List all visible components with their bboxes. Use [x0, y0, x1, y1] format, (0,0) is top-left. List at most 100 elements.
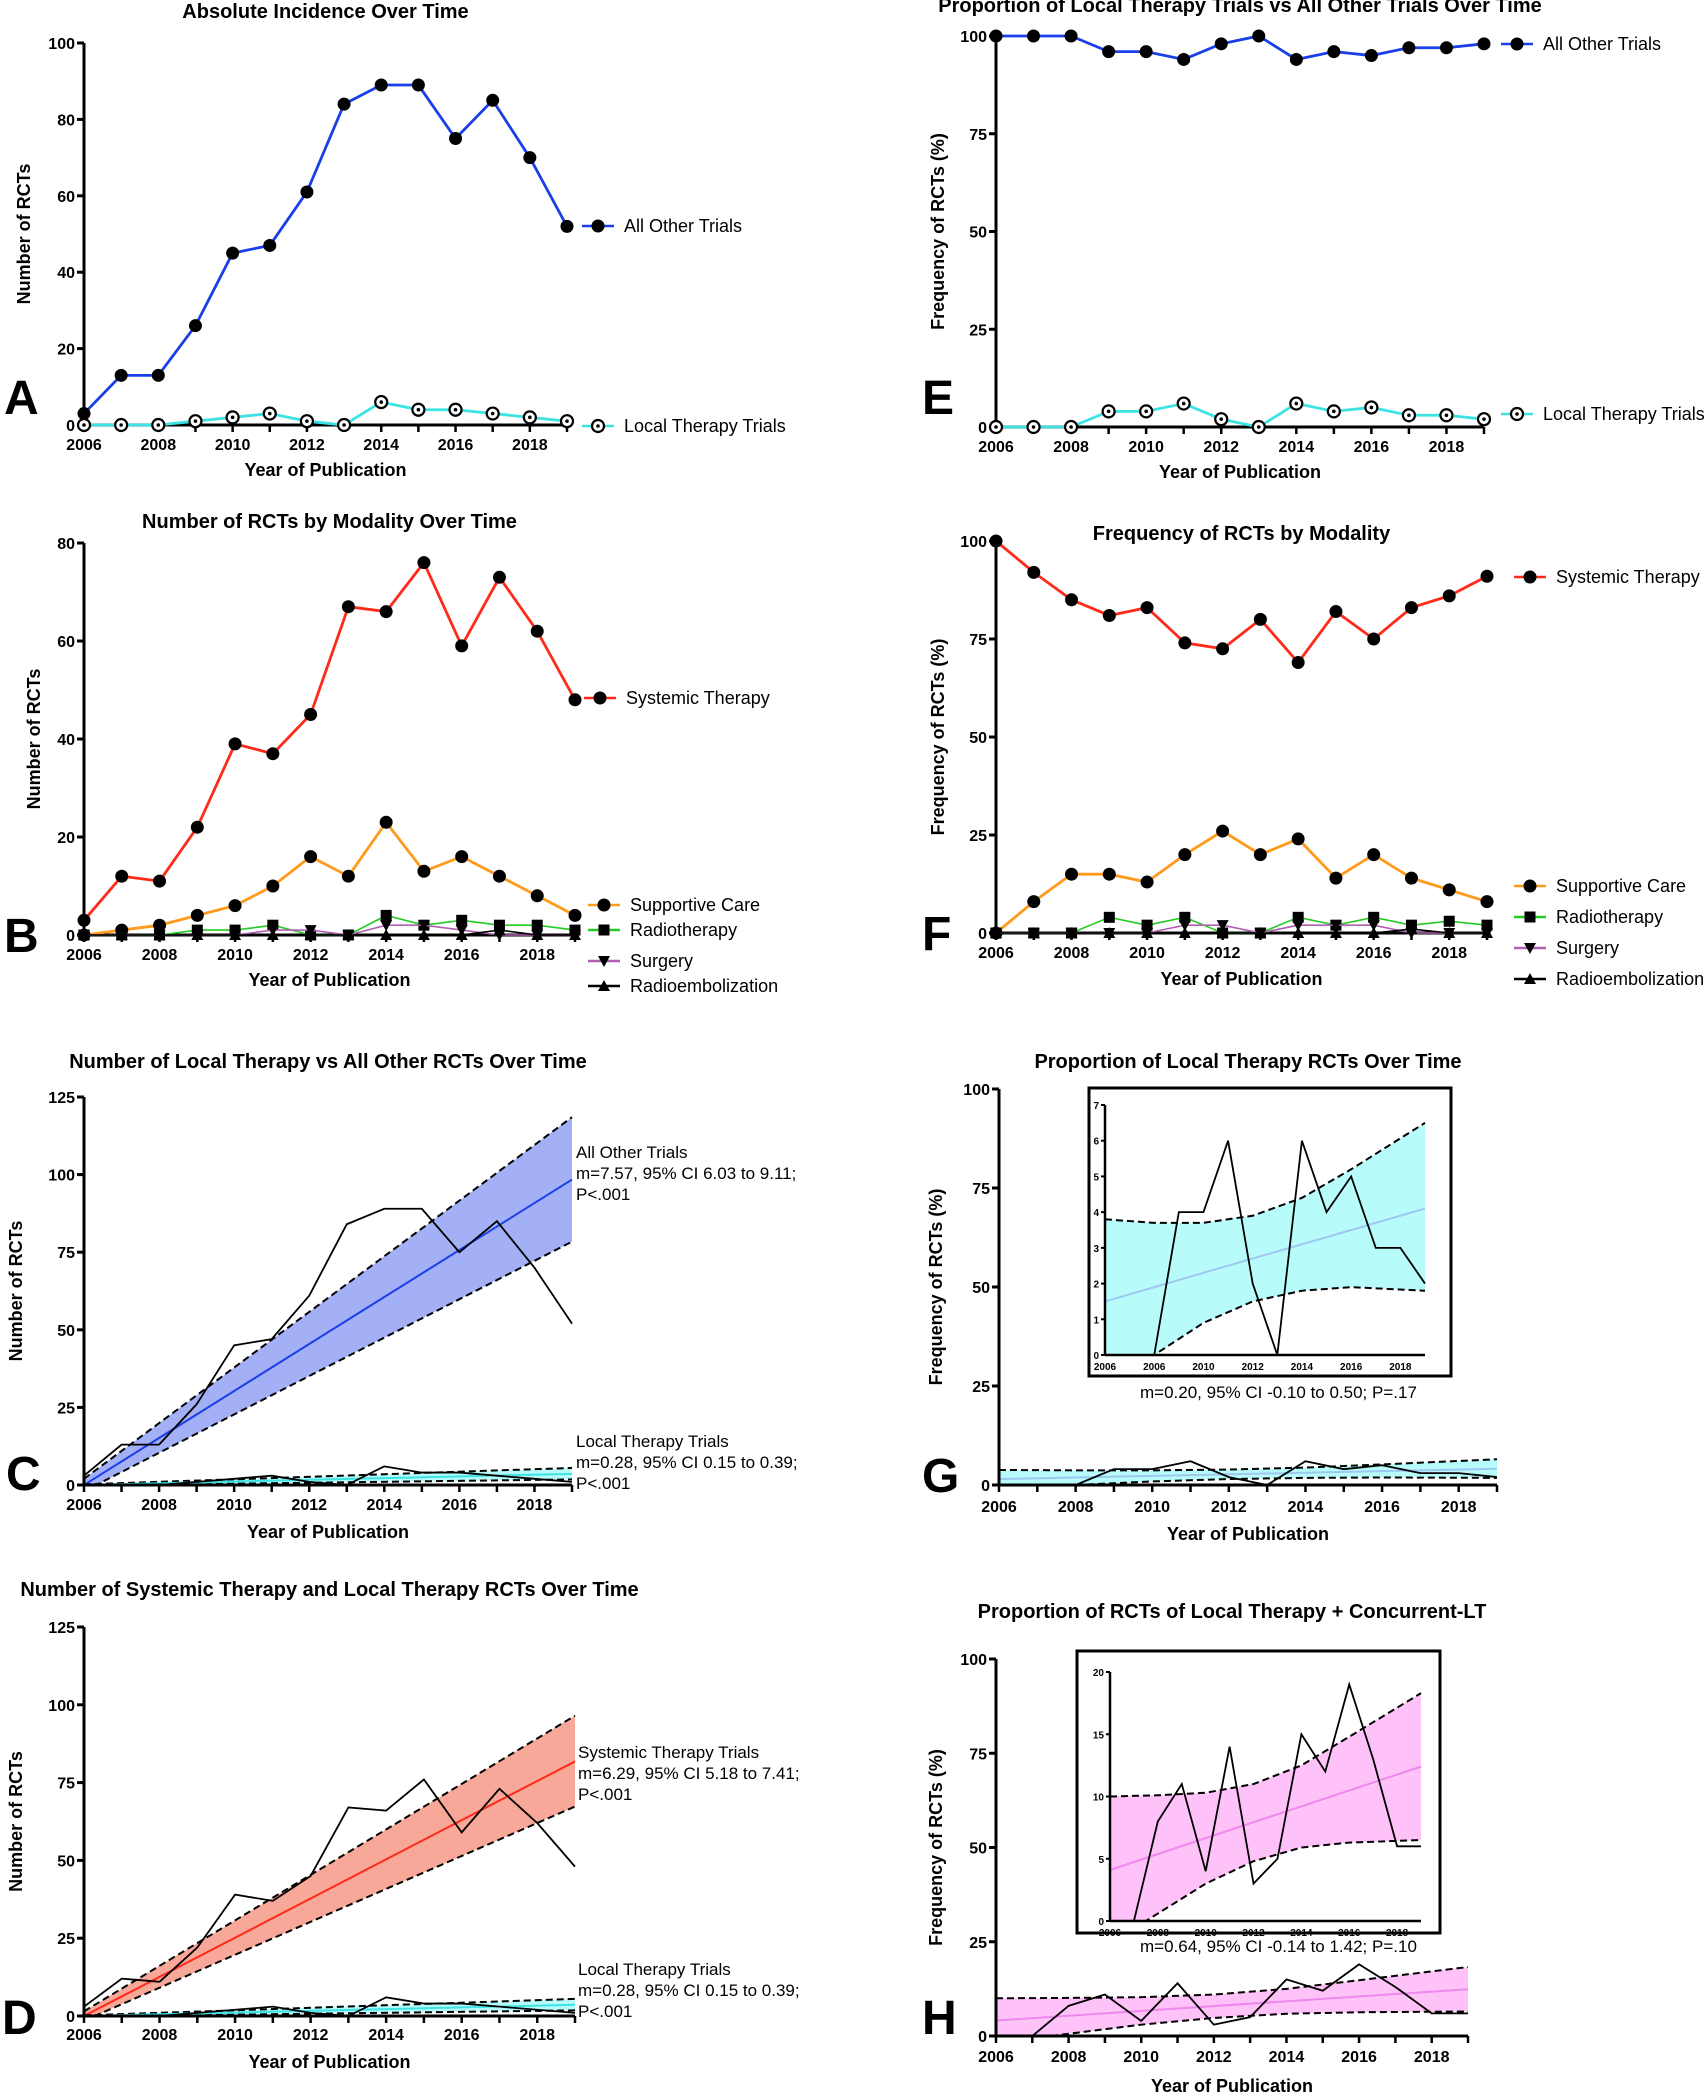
- fit-annotation: Local Therapy Trials: [576, 1432, 729, 1451]
- series-line: [84, 1465, 573, 1486]
- data-point: [266, 879, 280, 893]
- series-line-1: [84, 1465, 573, 1486]
- fit-annotation: m=6.29, 95% CI 5.18 to 7.41;: [578, 1764, 800, 1783]
- fit-annotation: P<.001: [578, 1785, 632, 1804]
- data-point: [1443, 927, 1456, 938]
- series-line: [996, 928, 1487, 934]
- fit-annotation: All Other Trials: [576, 1143, 687, 1162]
- data-point: [1064, 29, 1078, 43]
- inset-x-tick-label: 2012: [1242, 1362, 1265, 1373]
- x-tick-label: 2008: [1058, 1499, 1094, 1516]
- legend-marker: [1523, 879, 1537, 893]
- confidence-band: [84, 1117, 572, 1485]
- fit-annotation: m=0.28, 95% CI 0.15 to 0.39;: [576, 1453, 798, 1472]
- data-point: [1291, 656, 1305, 670]
- legend-label: Local Therapy Trials: [624, 416, 786, 436]
- panel-b: Number of RCTs by Modality Over Time B Yea…: [4, 511, 778, 996]
- data-point: [262, 406, 277, 421]
- x-tick-label: 2010: [1123, 2049, 1159, 2066]
- x-tick-label: 2006: [66, 2027, 102, 2044]
- x-tick-label: 2012: [1203, 439, 1239, 456]
- y-tick-label: 50: [972, 1280, 990, 1297]
- data-point: [417, 920, 430, 932]
- data-point: [560, 219, 574, 233]
- y-axis-label: Number of RCTs: [6, 1221, 26, 1362]
- y-tick-label: 100: [960, 1652, 987, 1669]
- data-point: [1216, 824, 1230, 838]
- x-tick-label: 2016: [442, 1497, 478, 1514]
- data-point: [1252, 29, 1266, 43]
- data-point: [1289, 396, 1304, 411]
- data-point: [380, 909, 392, 921]
- regression-line: [996, 1988, 1469, 2022]
- y-tick-label: 60: [57, 189, 75, 206]
- x-tick-label: 2016: [438, 437, 474, 454]
- data-point: [1329, 871, 1343, 885]
- x-tick-label: 2012: [1211, 1499, 1247, 1516]
- y-tick-label: 25: [969, 828, 987, 845]
- series-line: [84, 929, 575, 936]
- inset-x-tick-label: 2012: [1242, 1928, 1265, 1939]
- x-tick-label: 2014: [368, 947, 404, 964]
- inset-y-tick-label: 5: [1098, 1855, 1104, 1866]
- inset-x-tick-label: 2018: [1386, 1928, 1409, 1939]
- data-point: [77, 913, 91, 927]
- data-point: [568, 693, 582, 707]
- y-tick-label: 20: [57, 342, 75, 359]
- series-line: [996, 1963, 1468, 2037]
- data-point: [530, 624, 544, 638]
- x-tick-label: 2014: [367, 1497, 403, 1514]
- x-tick-label: 2018: [512, 437, 548, 454]
- data-point: [1289, 52, 1303, 66]
- lower-ci-line: [93, 1240, 573, 1485]
- upper-ci-line: [84, 1714, 576, 2013]
- y-tick-label: 25: [969, 322, 987, 339]
- panel-f: Frequency of RCTs by Modality F Year of Pu…: [922, 523, 1704, 989]
- data-point: [1480, 569, 1494, 583]
- y-tick-label: 75: [969, 127, 987, 144]
- panel-h: Proportion of RCTs of Local Therapy + Co…: [922, 1601, 1486, 2096]
- x-axis-label: Year of Publication: [1167, 1524, 1329, 1544]
- y-tick-label: 50: [969, 225, 987, 242]
- data-point: [1402, 41, 1416, 55]
- data-point: [76, 417, 92, 433]
- fits: [84, 1116, 573, 1485]
- x-tick-label: 2006: [66, 437, 102, 454]
- x-tick-label: 2016: [1341, 2049, 1377, 2066]
- data-point: [568, 908, 582, 922]
- data-point: [115, 869, 129, 883]
- data-point: [380, 929, 393, 940]
- legend-label: All Other Trials: [1543, 34, 1661, 54]
- series-systemic-therapy: Systemic Therapy: [989, 534, 1700, 670]
- data-point: [1102, 867, 1116, 881]
- series-line: [995, 539, 1488, 665]
- y-tick-label: 0: [978, 420, 987, 437]
- y-tick-label: 100: [48, 1698, 75, 1715]
- y-tick-label: 0: [66, 1478, 75, 1495]
- data-point: [1442, 883, 1456, 897]
- data-point: [342, 929, 355, 940]
- legend-marker: [593, 691, 607, 705]
- x-tick-label: 2018: [1441, 1499, 1477, 1516]
- data-point: [1216, 927, 1229, 938]
- series-radioembolization: Radioembolization: [990, 923, 1704, 989]
- y-tick-label: 100: [48, 36, 75, 53]
- x-tick-label: 2016: [444, 947, 480, 964]
- legend-marker: [591, 219, 605, 233]
- panel-d: Number of Systemic Therapy and Local The…: [2, 1579, 800, 2072]
- x-tick-label: 2008: [1054, 945, 1090, 962]
- y-tick-label: 50: [969, 1841, 987, 1858]
- data-point: [1140, 601, 1154, 615]
- x-tick-label: 2012: [293, 2027, 329, 2044]
- data-point: [299, 414, 315, 429]
- legend-marker: [598, 924, 610, 936]
- data-point: [1063, 419, 1079, 435]
- y-tick-label: 50: [57, 1853, 75, 1870]
- data-point: [990, 927, 1002, 938]
- y-tick-label: 20: [57, 830, 75, 847]
- data-point: [191, 929, 204, 940]
- panel-label: D: [2, 1992, 37, 2045]
- y-tick-label: 75: [972, 1181, 990, 1198]
- x-tick-label: 2018: [1414, 2049, 1450, 2066]
- fits: [84, 1714, 576, 2016]
